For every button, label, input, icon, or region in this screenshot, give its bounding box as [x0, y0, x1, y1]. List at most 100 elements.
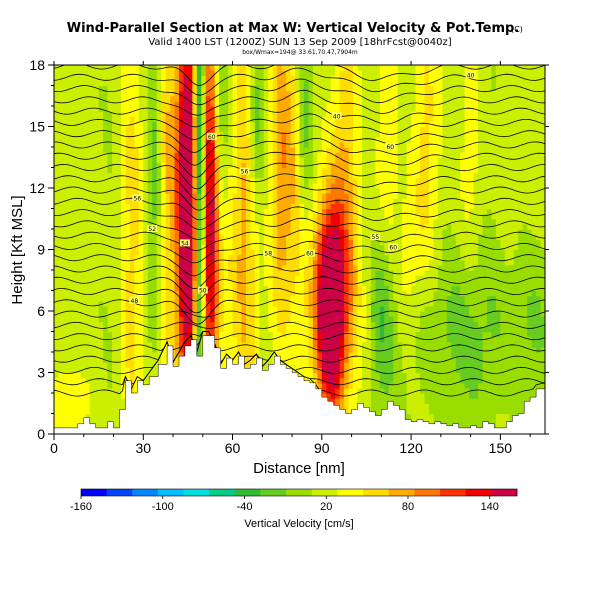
colorbar-tick-label: 140 — [481, 501, 499, 513]
chart-subsubtitle: box/Wmax=194@ 33.61,70.47,7904m — [242, 49, 358, 56]
velocity-cell — [254, 141, 260, 179]
velocity-cell — [107, 387, 113, 434]
velocity-cell — [442, 229, 448, 434]
velocity-cell — [446, 65, 452, 225]
velocity-cell — [317, 188, 323, 215]
velocity-cell — [129, 65, 135, 117]
velocity-cell — [491, 336, 497, 434]
x-tick-label: 120 — [399, 440, 423, 456]
velocity-cell — [62, 65, 68, 374]
y-axis: 0 3 6 9 12 15 18 — [29, 57, 549, 442]
isentrope-label-bg — [132, 194, 143, 202]
velocity-cell — [80, 65, 86, 379]
velocity-cell — [228, 167, 234, 256]
colorbar-swatch — [388, 489, 415, 496]
velocity-cell — [344, 65, 350, 148]
velocity-cell — [513, 249, 519, 430]
velocity-cell — [330, 75, 336, 133]
isentrope-line — [54, 137, 545, 166]
velocity-cell — [214, 157, 220, 210]
velocity-cell — [420, 275, 426, 312]
velocity-cell — [379, 270, 385, 307]
velocity-cell — [295, 275, 301, 394]
velocity-cell — [473, 65, 479, 174]
velocity-cell — [500, 413, 506, 434]
velocity-cell — [420, 311, 426, 394]
isentrope-line — [54, 89, 545, 116]
velocity-cell — [330, 65, 336, 76]
velocity-cell — [420, 65, 426, 128]
velocity-cell — [393, 300, 399, 434]
velocity-cell — [344, 229, 350, 333]
velocity-cell — [85, 65, 91, 384]
isentrope-line — [54, 331, 545, 352]
velocity-cell — [411, 111, 417, 286]
velocity-cell — [536, 239, 542, 297]
velocity-cell — [187, 90, 193, 327]
velocity-cell — [527, 336, 533, 430]
velocity-cell — [58, 65, 64, 374]
velocity-cell — [263, 65, 269, 210]
isentrope-label: 48 — [131, 298, 139, 305]
velocity-cell — [165, 193, 171, 343]
velocity-cell — [397, 341, 403, 434]
velocity-cell — [446, 295, 452, 343]
velocity-cell — [424, 305, 430, 404]
velocity-cell — [196, 193, 202, 434]
velocity-cell — [531, 65, 537, 235]
velocity-cell — [464, 270, 470, 307]
velocity-cell — [326, 234, 332, 384]
velocity-cell — [76, 372, 82, 434]
velocity-cell — [174, 290, 180, 358]
velocity-cell — [161, 90, 167, 163]
velocity-cell — [303, 65, 310, 81]
velocity-cell — [312, 65, 318, 184]
isentrope-label-bg — [388, 243, 399, 251]
velocity-cell — [192, 280, 198, 327]
velocity-cell — [219, 177, 225, 235]
velocity-cell — [214, 305, 220, 379]
velocity-cell — [303, 188, 310, 220]
colorbar-swatch — [311, 489, 338, 496]
isentrope-line — [54, 229, 545, 252]
isentrope-label-bg — [465, 71, 476, 79]
colorbar-swatch — [363, 489, 390, 496]
velocity-cell — [330, 182, 336, 204]
colorbar-swatch — [286, 489, 313, 496]
colorbar-swatch — [491, 489, 518, 496]
velocity-cell — [210, 106, 216, 143]
velocity-cell — [250, 177, 256, 251]
isentrope-line — [54, 184, 545, 211]
velocity-cell — [473, 172, 479, 266]
velocity-cell — [469, 65, 475, 210]
velocity-cell — [321, 208, 327, 225]
velocity-cell — [495, 413, 501, 434]
velocity-cell — [370, 300, 376, 322]
velocity-cell — [451, 65, 457, 235]
velocity-cell — [411, 65, 417, 112]
velocity-cell — [536, 65, 542, 240]
velocity-cell — [495, 239, 501, 312]
x-axis: 0 30 60 90 120 150 — [50, 61, 531, 456]
y-tick-label: 0 — [37, 426, 45, 442]
velocity-cell — [357, 70, 363, 286]
velocity-cell — [237, 65, 243, 256]
velocity-cell — [178, 65, 185, 92]
velocity-cell — [134, 254, 140, 434]
velocity-cell — [540, 249, 545, 317]
isentrope-lines: 48 54 50 60 56 52 56 58 60 40 60 55 60 40 — [54, 65, 545, 397]
velocity-cell — [103, 305, 109, 363]
isentrope-label: 52 — [148, 226, 156, 233]
velocity-cell — [286, 234, 292, 322]
velocity-cell — [379, 208, 385, 245]
velocity-cell — [134, 65, 140, 148]
colorbar-swatch — [440, 489, 467, 496]
velocity-cell — [326, 65, 332, 102]
velocity-cell — [286, 90, 292, 235]
colorbar-tick-label: 80 — [402, 501, 414, 513]
velocity-cell — [245, 65, 251, 138]
velocity-cell — [205, 300, 211, 343]
velocity-cell — [446, 341, 452, 434]
velocity-cell — [103, 362, 109, 434]
velocity-cell — [335, 387, 341, 399]
